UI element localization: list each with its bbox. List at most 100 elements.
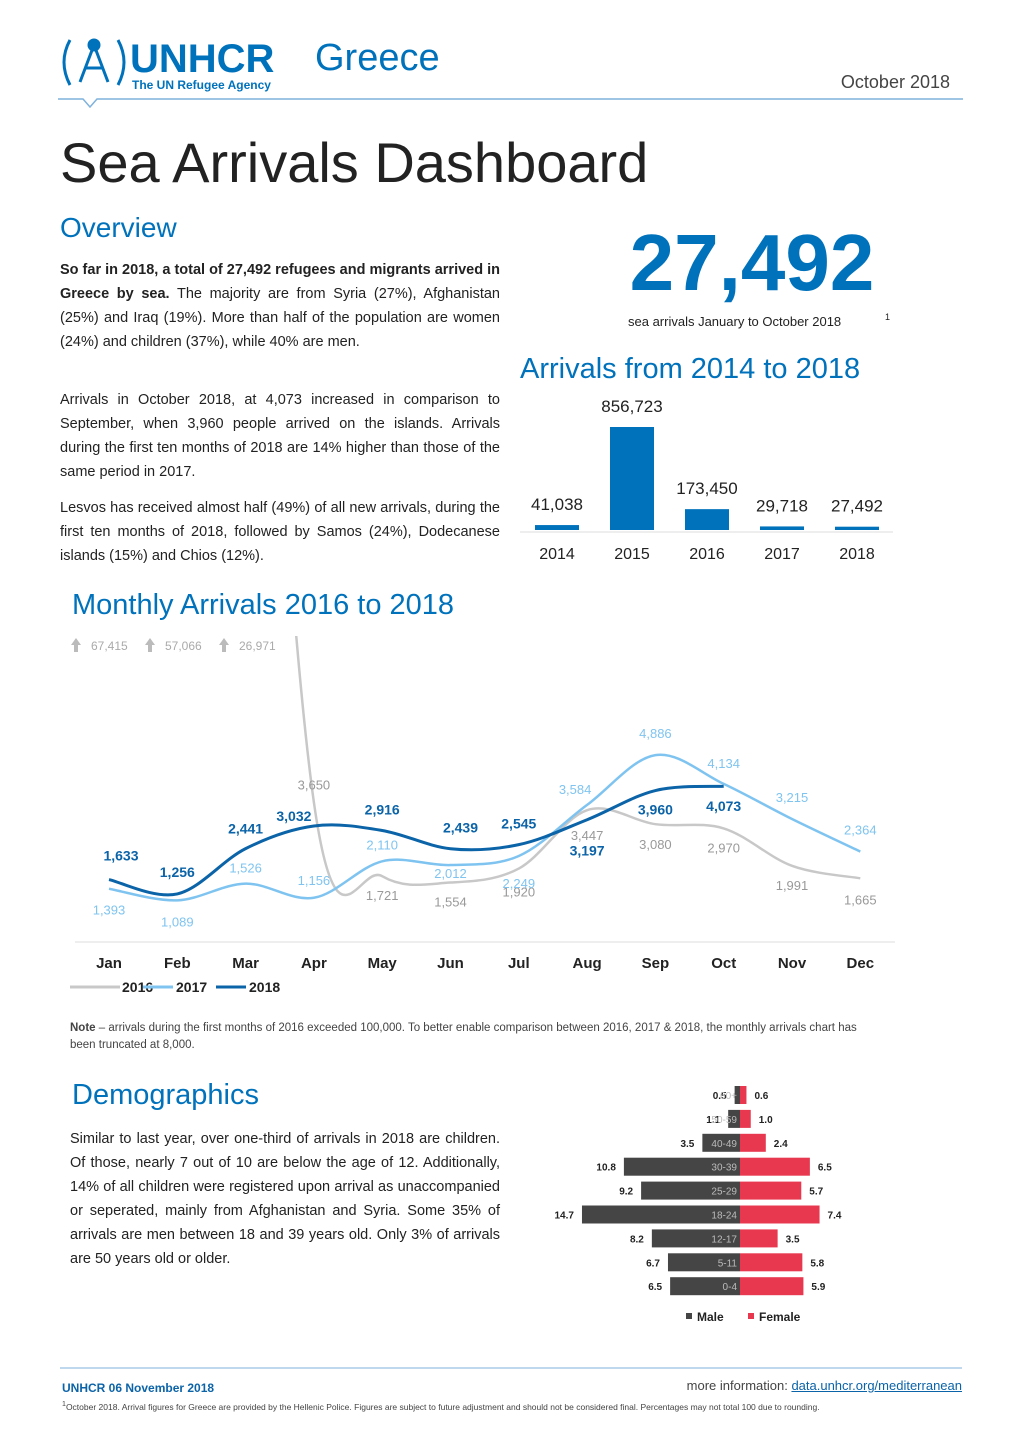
section-heading: Overview: [60, 212, 177, 243]
value-label: 1.0: [759, 1115, 773, 1126]
bar: [734, 1086, 740, 1104]
footnote-mark: 1: [62, 1400, 66, 1408]
value-label: 41,038: [531, 495, 583, 514]
footnote-mark: 1: [885, 312, 890, 322]
category-label: 30-39: [711, 1163, 737, 1174]
x-tick-label: Mar: [232, 955, 259, 972]
series-line: [108, 784, 724, 897]
category-label: 0-4: [723, 1282, 738, 1293]
overview-paragraph: Arrivals in October 2018, at 4,073 incre…: [60, 392, 500, 480]
value-label: 5.7: [809, 1187, 823, 1198]
bar: [740, 1086, 747, 1104]
demographics-paragraph: Similar to last year, over one-third of …: [70, 1131, 500, 1267]
value-label: 6.5: [818, 1163, 832, 1174]
x-tick-label: Dec: [847, 955, 875, 972]
section-heading: Demographics: [72, 1079, 259, 1111]
value-label: 1,393: [93, 903, 126, 918]
category-label: 50-59: [711, 1115, 737, 1126]
bar: [581, 1205, 740, 1224]
bar: [835, 526, 879, 530]
value-label: 3,650: [298, 777, 331, 792]
bar: [641, 1181, 740, 1200]
value-label: 4,073: [706, 798, 741, 814]
value-label: 3,584: [559, 782, 592, 797]
x-tick-label: May: [368, 955, 398, 972]
overview-paragraph: So far in 2018, a total of 27,492 refuge…: [60, 258, 500, 354]
value-label: 2,545: [501, 816, 536, 832]
truncation-arrow: [219, 638, 229, 652]
x-tick-label: Jun: [437, 955, 464, 972]
value-label: 173,450: [676, 479, 737, 498]
footnote: 1October 2018. Arrival figures for Greec…: [62, 1398, 942, 1413]
value-label: 9.2: [619, 1187, 633, 1198]
bar: [740, 1181, 802, 1200]
value-label: 3.5: [680, 1139, 694, 1150]
legend-label: Male: [697, 1310, 724, 1324]
value-label: 2,439: [443, 820, 478, 836]
value-label: 1,665: [844, 892, 877, 907]
country: Greece: [315, 37, 440, 79]
value-label: 27,492: [831, 497, 883, 516]
x-tick-label: Oct: [711, 955, 736, 972]
value-label: 3,447: [571, 828, 604, 843]
category-label: 60+: [720, 1091, 737, 1102]
value-label: 2,110: [366, 837, 398, 852]
value-label: 1,991: [776, 878, 809, 893]
bar: [740, 1109, 751, 1128]
bar: [740, 1157, 810, 1176]
series-line: [108, 753, 861, 902]
legend-label: 2016: [122, 979, 153, 995]
value-label: 0.5: [713, 1091, 727, 1102]
value-label: 29,718: [756, 496, 808, 515]
value-label: 1,633: [103, 848, 138, 864]
bar: [760, 526, 804, 530]
x-tick-label: 2018: [839, 546, 875, 563]
bar: [740, 1277, 804, 1296]
legend-label: Female: [759, 1310, 801, 1324]
footer-source: UNHCR 06 November 2018: [62, 1381, 215, 1395]
value-label: 2,970: [707, 840, 740, 855]
value-label: 4,886: [639, 726, 672, 741]
value-label: 1,554: [434, 895, 467, 910]
bar: [740, 1133, 766, 1152]
x-tick-label: Jan: [96, 955, 122, 972]
legend-label: 2018: [249, 979, 280, 995]
bar: [740, 1253, 803, 1272]
value-label: 3,215: [776, 790, 809, 805]
bar: [670, 1277, 740, 1296]
x-tick-label: 2014: [539, 546, 575, 563]
value-label: 5.8: [810, 1258, 824, 1269]
bar: [740, 1229, 778, 1248]
logo-emblem: [62, 38, 126, 86]
org-subtitle: The UN Refugee Agency: [132, 78, 271, 92]
chart-note: Note – arrivals during the first months …: [70, 1020, 870, 1054]
org-name: UNHCR: [130, 37, 275, 81]
x-tick-label: 2015: [614, 546, 650, 563]
kpi-value: 27,492: [630, 218, 875, 307]
value-label: 8.2: [630, 1234, 644, 1245]
value-label: 26,971: [239, 639, 276, 653]
value-label: 2,249: [503, 876, 536, 891]
kpi-caption: sea arrivals January to October 2018: [628, 314, 841, 329]
legend-swatch: [686, 1313, 692, 1319]
page-title: Sea Arrivals Dashboard: [60, 131, 648, 194]
category-label: 25-29: [711, 1187, 737, 1198]
truncation-arrow: [145, 638, 155, 652]
bar: [740, 1205, 820, 1224]
plot-area: [108, 636, 861, 902]
bar: [685, 509, 729, 530]
value-label: 2.4: [774, 1139, 788, 1150]
report-date: October 2018: [841, 72, 950, 92]
more-info-link[interactable]: data.unhcr.org/mediterranean: [791, 1378, 962, 1393]
bar: [651, 1229, 740, 1248]
value-label: 10.8: [596, 1163, 616, 1174]
value-label: 2,441: [228, 821, 263, 837]
bar: [535, 525, 579, 530]
value-label: 3,960: [638, 802, 673, 818]
value-label: 2,916: [365, 801, 400, 817]
bar: [610, 427, 654, 530]
category-label: 12-17: [711, 1234, 737, 1245]
value-label: 6.5: [648, 1282, 662, 1293]
